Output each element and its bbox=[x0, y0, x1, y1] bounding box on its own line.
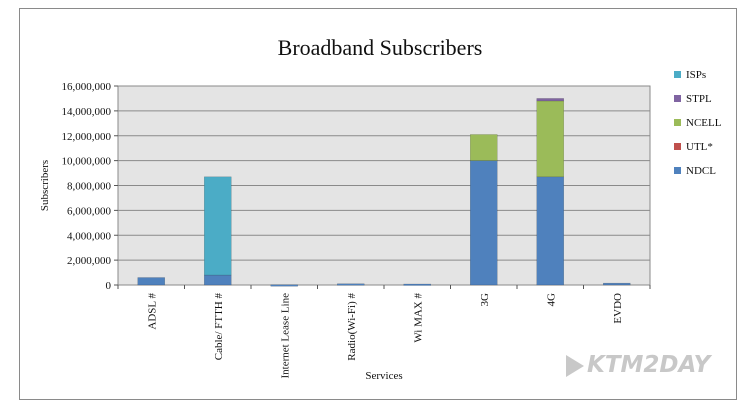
x-axis-ticks: ADSL # Cable/ FTTH # Internet Lease Line Ra… bbox=[117, 285, 651, 379]
bar-isps-1 bbox=[204, 176, 232, 276]
legend-label: NCELL bbox=[686, 117, 722, 129]
x-tick-label: 4G bbox=[545, 293, 557, 307]
legend-label: NDCL bbox=[686, 165, 716, 177]
x-tick-label: Internet Lease Line bbox=[279, 293, 291, 379]
legend-swatch bbox=[674, 71, 681, 78]
y-tick-label: 12,000,000 bbox=[62, 131, 112, 143]
bar-ndcl-5 bbox=[470, 160, 498, 286]
y-axis-ticks: 0 2,000,000 4,000,000 6,000,000 8,000,000 10,… bbox=[62, 81, 118, 292]
bar-ndcl-0 bbox=[137, 277, 165, 286]
y-tick-label: 6,000,000 bbox=[67, 205, 112, 217]
x-tick-label: Radio(Wi-Fi) # bbox=[346, 293, 358, 361]
legend-label: ISPs bbox=[686, 69, 706, 81]
y-tick-label: 4,000,000 bbox=[67, 230, 112, 242]
y-tick-label: 0 bbox=[106, 280, 112, 292]
x-tick-label: Wi MAX # bbox=[412, 293, 424, 343]
legend-swatch bbox=[674, 95, 681, 102]
y-tick-label: 2,000,000 bbox=[67, 255, 112, 267]
bar-ndcl-1 bbox=[204, 274, 232, 286]
y-axis-label: Subscribers bbox=[39, 160, 51, 211]
bar-ndcl-2 bbox=[270, 284, 298, 287]
bar-stpl-6 bbox=[536, 98, 564, 102]
watermark-text: KTM2DAY bbox=[587, 352, 711, 378]
x-tick-label: 3G bbox=[479, 293, 491, 307]
y-tick-label: 10,000,000 bbox=[62, 156, 112, 168]
legend-label: STPL bbox=[686, 93, 712, 105]
y-tick-label: 14,000,000 bbox=[62, 106, 112, 118]
bar-ncell-6 bbox=[536, 100, 564, 178]
bar-ndcl-3 bbox=[337, 283, 365, 286]
legend-swatch bbox=[674, 167, 681, 174]
bar-ndcl-7 bbox=[603, 282, 631, 286]
watermark-arrow-icon bbox=[566, 354, 584, 377]
x-tick-label: ADSL # bbox=[146, 293, 158, 330]
x-tick-label: Cable/ FTTH # bbox=[213, 293, 225, 361]
bar-ndcl-6 bbox=[536, 176, 564, 286]
bar-ncell-5 bbox=[470, 134, 498, 161]
legend: ISPs STPL NCELL UTL* NDCL bbox=[674, 69, 722, 177]
legend-label: UTL* bbox=[686, 141, 713, 153]
legend-swatch bbox=[674, 119, 681, 126]
y-tick-label: 16,000,000 bbox=[62, 81, 112, 93]
bar-ndcl-4 bbox=[403, 283, 431, 286]
watermark-logo: KTM2DAY bbox=[566, 352, 710, 378]
x-axis-label: Services bbox=[365, 370, 402, 382]
bars bbox=[137, 98, 631, 287]
legend-swatch bbox=[674, 143, 681, 150]
y-tick-label: 8,000,000 bbox=[67, 181, 112, 193]
chart-title: Broadband Subscribers bbox=[278, 35, 483, 60]
x-tick-label: EVDO bbox=[612, 293, 624, 324]
